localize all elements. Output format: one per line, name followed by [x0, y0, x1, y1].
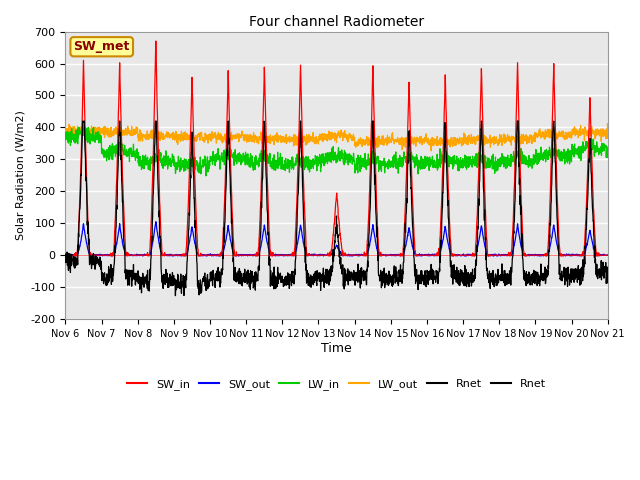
Legend: SW_in, SW_out, LW_in, LW_out, Rnet, Rnet: SW_in, SW_out, LW_in, LW_out, Rnet, Rnet — [123, 374, 550, 394]
Text: SW_met: SW_met — [74, 40, 130, 53]
Title: Four channel Radiometer: Four channel Radiometer — [249, 15, 424, 29]
X-axis label: Time: Time — [321, 342, 352, 355]
Y-axis label: Solar Radiation (W/m2): Solar Radiation (W/m2) — [15, 110, 25, 240]
